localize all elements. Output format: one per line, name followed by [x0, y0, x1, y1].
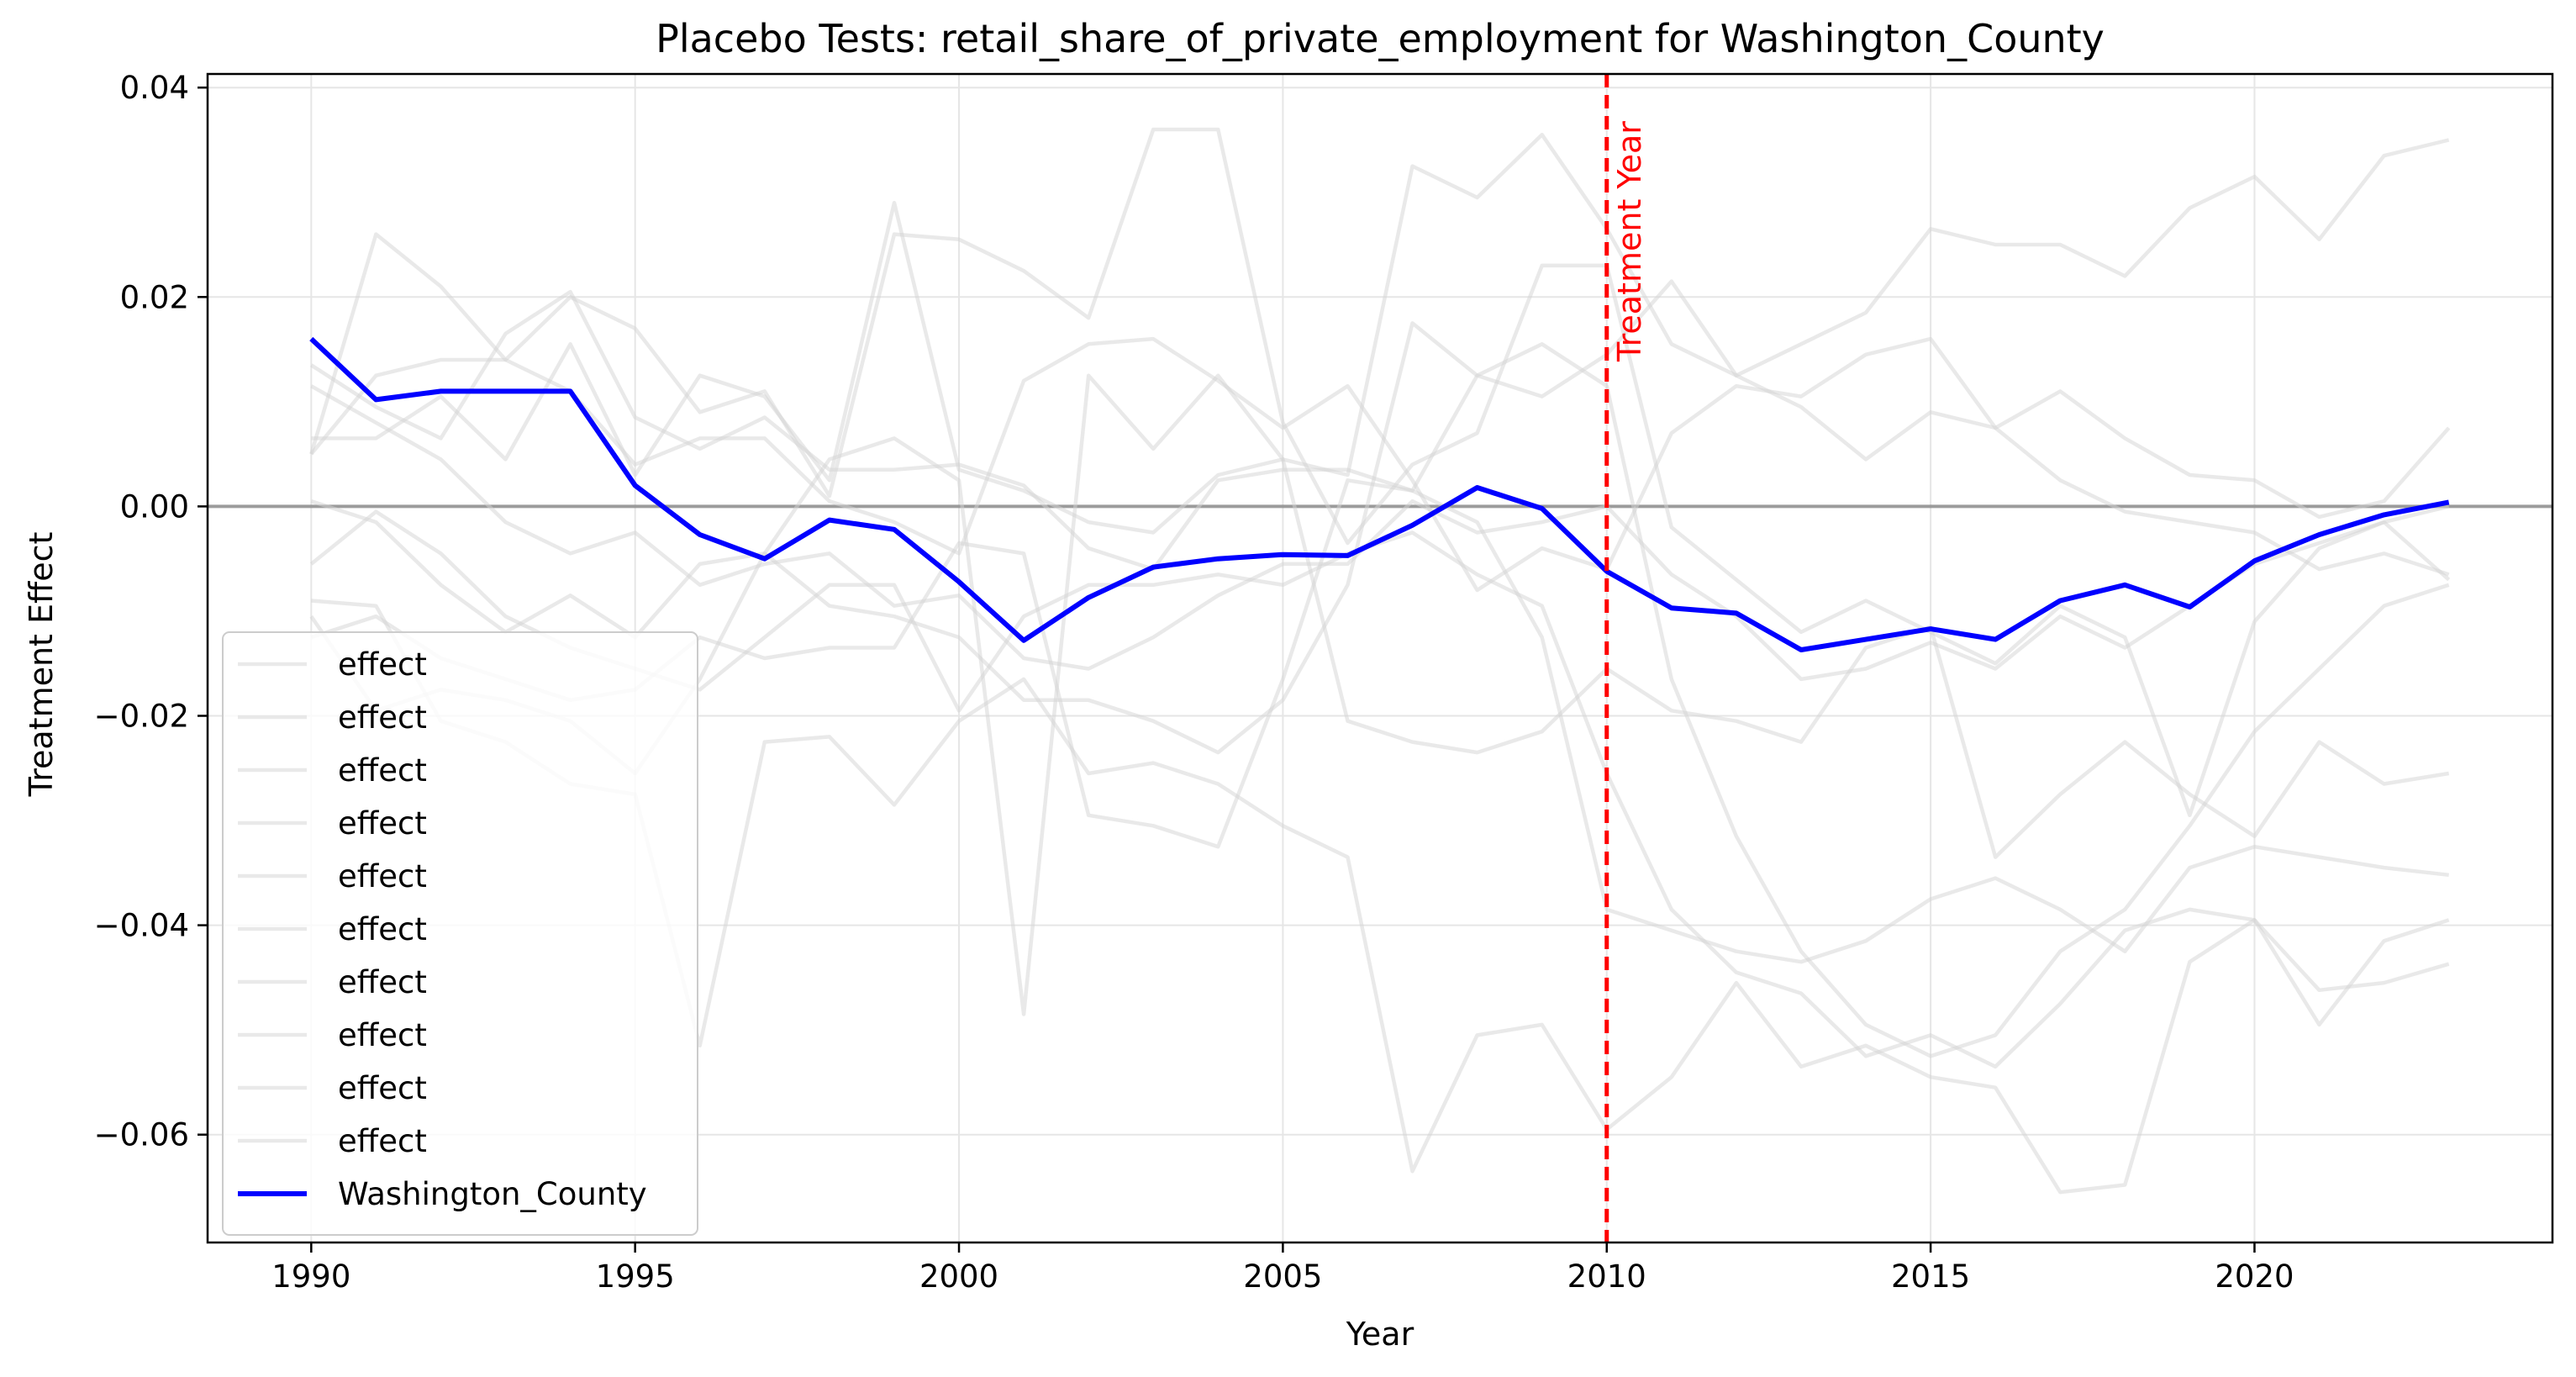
axes — [206, 72, 2554, 1244]
y-tick-label: −0.06 — [94, 1117, 189, 1153]
x-tick-label: 2000 — [919, 1258, 998, 1295]
placebo-series-line-1 — [309, 127, 2451, 818]
y-tick-label: −0.04 — [94, 908, 189, 944]
legend-entry-label: effect — [338, 752, 427, 789]
legend-entry-label: Washington_County — [338, 1176, 647, 1212]
y-tick-label: 0.02 — [120, 279, 189, 315]
x-axis-label: Year — [1346, 1316, 1414, 1353]
plot-frame — [206, 72, 2554, 1244]
placebo-series-line-4 — [309, 336, 2450, 593]
legend-entry-label: effect — [338, 646, 427, 683]
treated-series-line — [309, 336, 2450, 652]
chart-title: Placebo Tests: retail_share_of_private_e… — [656, 16, 2105, 61]
legend-entry-label: effect — [338, 805, 427, 842]
y-axis-label: Treatment Effect — [23, 532, 60, 798]
x-tick-label: 1995 — [596, 1258, 675, 1295]
legend-entry-label: effect — [338, 964, 427, 1000]
placebo-series-line-3 — [310, 279, 2451, 572]
legend-entry-label: effect — [338, 1123, 427, 1159]
legend-entry-label: effect — [338, 858, 427, 894]
x-tick-label: 1990 — [271, 1258, 350, 1295]
legend-entry-label: effect — [338, 1017, 427, 1053]
placebo-series-line-2 — [311, 132, 2450, 535]
legend-entry-label: effect — [338, 1070, 427, 1106]
treatment-year-label: Treatment Year — [1611, 121, 1648, 362]
legend-box — [222, 631, 698, 1236]
legend-entry-label: effect — [338, 699, 427, 736]
y-tick-label: 0.00 — [120, 488, 189, 525]
placebo-series-line-5 — [310, 384, 2450, 682]
x-tick-label: 2015 — [1891, 1258, 1970, 1295]
y-tick-label: −0.02 — [94, 699, 189, 735]
legend-entry-label: effect — [338, 911, 427, 947]
treatment-marker-group: Treatment Year — [1604, 74, 1648, 1242]
x-tick-label: 2010 — [1567, 1258, 1646, 1295]
tick-labels: 1990 1995 2000 2005 2010 2015 2020 −0.06 −0.04 −0… — [94, 70, 2294, 1295]
legend: effect effect effect effect effect effect effe… — [222, 631, 698, 1236]
y-tick-label: 0.04 — [120, 70, 189, 106]
x-tick-label: 2005 — [1243, 1258, 1322, 1295]
x-tick-label: 2020 — [2215, 1258, 2294, 1295]
